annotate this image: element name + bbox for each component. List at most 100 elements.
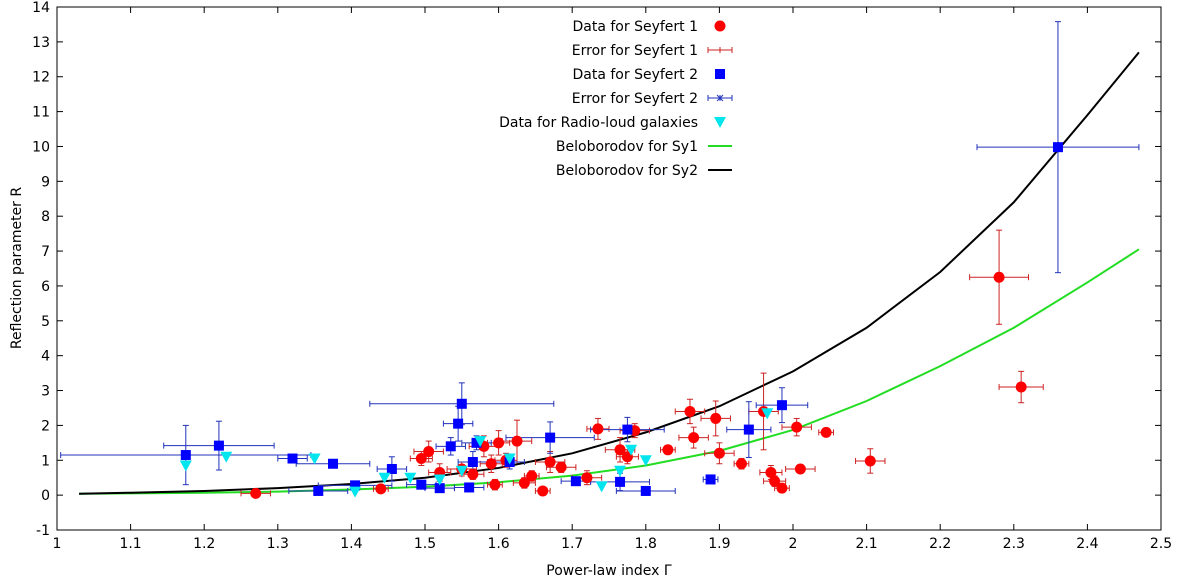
radio-loud-point bbox=[378, 472, 391, 484]
seyfert1-point bbox=[710, 412, 722, 424]
x-tick-label: 1.7 bbox=[561, 536, 583, 552]
curve-beloborodov-sy2 bbox=[79, 51, 1140, 495]
radio-loud-point bbox=[761, 408, 774, 420]
radio-loud-point bbox=[503, 453, 516, 465]
seyfert2-point bbox=[471, 437, 482, 448]
markers-layer bbox=[179, 142, 1063, 499]
legend-entry: Beloborodov for Sy1 bbox=[556, 139, 732, 155]
seyfert1-point bbox=[592, 423, 604, 435]
seyfert1-point bbox=[662, 444, 674, 456]
legend-entry: Error for Seyfert 1 bbox=[572, 43, 733, 59]
y-axis-label: Reflection parameter R bbox=[9, 187, 25, 349]
seyfert2-point bbox=[640, 485, 651, 496]
y-tick-label: 8 bbox=[41, 209, 50, 225]
y-tick-label: 13 bbox=[32, 35, 50, 51]
seyfert2-point bbox=[545, 432, 556, 443]
legend-label: Data for Seyfert 2 bbox=[572, 67, 698, 83]
seyfert2-point bbox=[1052, 142, 1063, 153]
seyfert1-point bbox=[467, 468, 479, 480]
radio-loud-point bbox=[349, 486, 362, 498]
x-tick-label: 1.5 bbox=[414, 536, 436, 552]
y-tick-label: 4 bbox=[41, 349, 50, 365]
y-tick-label: 6 bbox=[41, 279, 50, 295]
seyfert2-point bbox=[615, 476, 626, 487]
seyfert1-point bbox=[735, 458, 747, 470]
y-tick-label: 7 bbox=[41, 244, 50, 260]
radio-loud-point bbox=[404, 472, 417, 484]
y-tick-label: 14 bbox=[32, 0, 50, 16]
radio-loud-point bbox=[625, 444, 638, 456]
seyfert1-point bbox=[684, 405, 696, 417]
legend-entry: Data for Seyfert 2 bbox=[572, 67, 725, 83]
radio-loud-point bbox=[433, 474, 446, 486]
legend-label: Data for Radio-loud galaxies bbox=[499, 115, 698, 131]
x-tick-label: 2.3 bbox=[1003, 536, 1025, 552]
legend-label: Beloborodov for Sy2 bbox=[556, 163, 698, 179]
y-tick-label: 9 bbox=[41, 174, 50, 190]
seyfert1-point bbox=[544, 456, 556, 468]
seyfert1-point bbox=[820, 426, 832, 438]
seyfert1-point bbox=[769, 475, 781, 487]
seyfert1-point bbox=[423, 446, 435, 458]
radio-loud-point bbox=[308, 453, 321, 465]
seyfert1-point bbox=[489, 479, 501, 491]
legend-entry: Beloborodov for Sy2 bbox=[556, 163, 732, 179]
seyfert2-point bbox=[416, 479, 427, 490]
y-tick-label: -1 bbox=[36, 523, 50, 539]
seyfert2-point bbox=[180, 450, 191, 461]
legend-label: Data for Seyfert 1 bbox=[572, 19, 698, 35]
seyfert1-point bbox=[791, 421, 803, 433]
legend-swatch-triangle bbox=[714, 117, 726, 128]
x-tick-label: 1.1 bbox=[119, 536, 141, 552]
seyfert2-point bbox=[445, 441, 456, 452]
seyfert1-point bbox=[526, 470, 538, 482]
seyfert1-point bbox=[688, 432, 700, 444]
seyfert1-point bbox=[776, 482, 788, 494]
x-tick-label: 2 bbox=[789, 536, 798, 552]
seyfert1-point bbox=[864, 455, 876, 467]
seyfert1-point bbox=[713, 447, 725, 459]
legend-label: Error for Seyfert 2 bbox=[572, 91, 698, 107]
plot-frame bbox=[56, 6, 1162, 531]
legend-entry: Data for Seyfert 1 bbox=[572, 19, 726, 35]
x-tick-label: 1.8 bbox=[635, 536, 657, 552]
radio-loud-point bbox=[179, 460, 192, 472]
seyfert2-point bbox=[456, 398, 467, 409]
x-tick-label: 1 bbox=[53, 536, 62, 552]
seyfert1-point bbox=[415, 453, 427, 465]
radio-loud-point bbox=[639, 455, 652, 467]
seyfert2-point bbox=[434, 483, 445, 494]
seyfert2-point bbox=[776, 400, 787, 411]
seyfert2-point bbox=[453, 418, 464, 429]
seyfert2-point bbox=[464, 482, 475, 493]
y-tick-label: 11 bbox=[32, 105, 50, 121]
seyfert2-point bbox=[705, 474, 716, 485]
seyfert2-point bbox=[467, 457, 478, 468]
radio-loud-point bbox=[474, 436, 487, 448]
x-tick-label: 2.1 bbox=[855, 536, 877, 552]
legend-entry: Data for Radio-loud galaxies bbox=[499, 115, 726, 131]
x-tick-label: 1.6 bbox=[487, 536, 509, 552]
seyfert1-point bbox=[518, 477, 530, 489]
seyfert1-point bbox=[794, 463, 806, 475]
x-tick-label: 2.4 bbox=[1076, 536, 1098, 552]
y-tick-label: 3 bbox=[41, 384, 50, 400]
y-tick-label: 1 bbox=[41, 453, 50, 469]
legend-entry: Error for Seyfert 2 bbox=[572, 91, 733, 107]
seyfert2-point bbox=[350, 480, 361, 491]
x-tick-label: 2.2 bbox=[929, 536, 951, 552]
y-tick-label: 10 bbox=[32, 139, 50, 155]
legend-swatch-star bbox=[716, 94, 724, 102]
seyfert1-point bbox=[581, 472, 593, 484]
seyfert1-point bbox=[375, 483, 387, 495]
seyfert1-point bbox=[614, 444, 626, 456]
y-tick-label: 12 bbox=[32, 70, 50, 86]
x-axis-ticks: 1 1.1 1.2 1.3 1.4 1.5 1.6 1.7 1.8 1.9 2 2.1 2.2 2.3 2.… bbox=[53, 7, 1172, 552]
legend-swatch-circle bbox=[714, 20, 726, 32]
x-tick-label: 1.4 bbox=[340, 536, 362, 552]
seyfert1-point bbox=[485, 458, 497, 470]
seyfert2-point bbox=[743, 424, 754, 435]
seyfert1-point bbox=[1015, 381, 1027, 393]
y-tick-label: 0 bbox=[41, 488, 50, 504]
